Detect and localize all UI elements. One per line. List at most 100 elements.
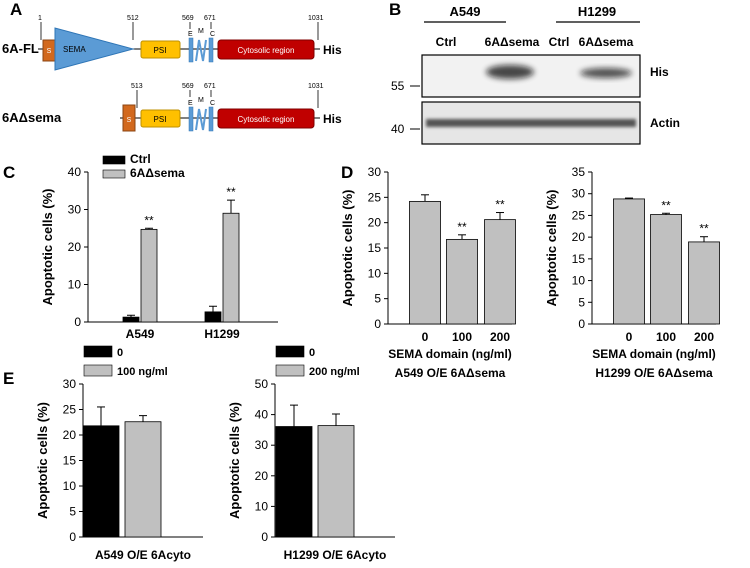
fl-m-label: M — [198, 28, 204, 35]
y-tick-label: 5 — [374, 292, 381, 306]
x-category-label: 0 — [422, 330, 429, 344]
y-tick-label: 10 — [68, 278, 82, 292]
bar-2 — [484, 219, 516, 325]
y-tick-label: 25 — [63, 403, 77, 417]
x-category-label: 100 — [452, 330, 472, 344]
sema-cyto-label: Cytosolic region — [238, 115, 295, 124]
sema-pos-569: 569 — [182, 83, 194, 90]
chart-caption: H1299 O/E 6Acyto — [284, 548, 387, 562]
significance-mark: ** — [495, 198, 505, 212]
legend-swatch-0 — [275, 345, 305, 358]
y-axis-label: Apoptotic cells (%) — [40, 188, 55, 305]
mw-40: 40 — [391, 122, 405, 136]
y-tick-label: 50 — [255, 377, 269, 391]
sema-tm-segment — [195, 108, 207, 131]
bar-1 — [650, 214, 682, 325]
panel-c-label: C — [3, 163, 15, 182]
y-tick-label: 35 — [572, 165, 586, 179]
legend-swatch-0 — [102, 155, 126, 165]
fl-psi-label: PSI — [154, 46, 167, 55]
fl-e-label: E — [188, 31, 193, 38]
significance-mark: ** — [144, 213, 154, 227]
blot-group-h1299: H1299 — [578, 4, 616, 19]
chart-c: 0 10 20 30 40 Apoptotic cells (%) ** A549 ** H129… — [40, 152, 278, 341]
y-tick-label: 40 — [255, 408, 269, 422]
y-tick-label: 15 — [63, 454, 77, 468]
x-axis-label: SEMA domain (ng/ml) — [592, 347, 716, 361]
sema-pos-1031: 1031 — [308, 83, 324, 90]
fl-s-label: S — [47, 48, 52, 55]
panel-e-label: E — [3, 369, 14, 388]
y-tick-label: 10 — [572, 274, 586, 288]
x-category-label: 100 — [656, 330, 676, 344]
legend-label-1: 100 ng/ml — [117, 366, 168, 378]
y-tick-label: 20 — [572, 230, 586, 244]
fl-cyto-label: Cytosolic region — [238, 46, 295, 55]
significance-mark: ** — [457, 220, 467, 234]
y-axis-label: Apoptotic cells (%) — [544, 189, 559, 306]
y-tick-label: 0 — [74, 315, 81, 329]
sema-e-segment — [188, 106, 194, 132]
his-label: His — [650, 65, 669, 79]
x-axis-label: SEMA domain (ng/ml) — [388, 347, 512, 361]
chart-e-a549: 0 5 10 15 20 25 30 Apoptotic cells (%) 0 100 ng/m… — [35, 345, 203, 562]
blot-group-a549: A549 — [449, 4, 480, 19]
lane-2-label: 6AΔsema — [485, 35, 540, 49]
sema-c-label: C — [210, 100, 215, 107]
legend-swatch-1 — [102, 169, 126, 179]
sema-pos-513: 513 — [131, 83, 143, 90]
legend-label-0: Ctrl — [130, 152, 151, 166]
sema-construct-label: 6AΔsema — [2, 110, 62, 125]
bar-2 — [688, 241, 720, 325]
sema-his-tag: His — [323, 112, 342, 126]
significance-mark: ** — [661, 198, 671, 212]
y-axis-label: Apoptotic cells (%) — [227, 402, 242, 519]
y-tick-label: 0 — [578, 317, 585, 331]
fl-c-segment — [208, 37, 214, 63]
sema-psi-domain — [140, 109, 181, 128]
fl-tm-segment — [195, 39, 207, 62]
chart-caption: A549 O/E 6AΔsema — [395, 366, 506, 380]
lane-3-label: Ctrl — [549, 35, 570, 49]
sema-psi-label: PSI — [154, 115, 167, 124]
y-tick-label: 20 — [68, 240, 82, 254]
x-category-label: H1299 — [204, 327, 240, 341]
fl-pos-1031: 1031 — [308, 15, 324, 22]
fl-cytosolic-region — [217, 39, 315, 60]
panel-a-diagram: 6A-FL S SEMA PSI E M C Cytosolic region … — [2, 15, 342, 132]
bar-100-ng-ml-0 — [124, 421, 162, 538]
fl-his-tag: His — [323, 43, 342, 57]
chart-d-h1299: 0 5 10 15 20 25 30 35 Apoptotic cells (%) 0 ** 100 *… — [544, 165, 720, 380]
x-category-label: 200 — [490, 330, 510, 344]
panel-d-label: D — [341, 163, 353, 182]
significance-mark: ** — [699, 222, 709, 236]
y-tick-label: 15 — [572, 252, 586, 266]
y-tick-label: 0 — [374, 317, 381, 331]
his-band-a549 — [486, 65, 534, 79]
y-tick-label: 10 — [255, 499, 269, 513]
y-tick-label: 15 — [368, 241, 382, 255]
bar-6A-sema-0 — [140, 228, 158, 323]
bar-1 — [446, 238, 478, 325]
y-tick-label: 5 — [578, 295, 585, 309]
legend-label-0: 0 — [309, 347, 315, 359]
sema-c-segment — [208, 106, 214, 132]
panel-b-western-blot: A549 H1299 Ctrl 6AΔsema Ctrl 6AΔsema His… — [391, 4, 680, 145]
fl-construct-label: 6A-FL — [2, 41, 39, 56]
y-tick-label: 30 — [63, 377, 77, 391]
fl-pos-671: 671 — [204, 15, 216, 22]
actin-band — [426, 119, 636, 127]
bar-Ctrl-1 — [204, 311, 222, 323]
x-category-label: A549 — [126, 327, 155, 341]
y-tick-label: 30 — [255, 438, 269, 452]
mw-55: 55 — [391, 79, 405, 93]
x-category-label: 200 — [694, 330, 714, 344]
chart-e-h1299: 0 10 20 30 40 50 Apoptotic cells (%) 0 200 ng/ml… — [227, 345, 395, 562]
y-tick-label: 20 — [368, 216, 382, 230]
y-tick-label: 25 — [572, 208, 586, 222]
y-tick-label: 20 — [63, 428, 77, 442]
bar-6A-sema-1 — [222, 212, 240, 323]
sema-e-label: E — [188, 100, 193, 107]
chart-d-a549: 0 5 10 15 20 25 30 Apoptotic cells (%) 0 ** 100 ** 2… — [340, 165, 516, 380]
